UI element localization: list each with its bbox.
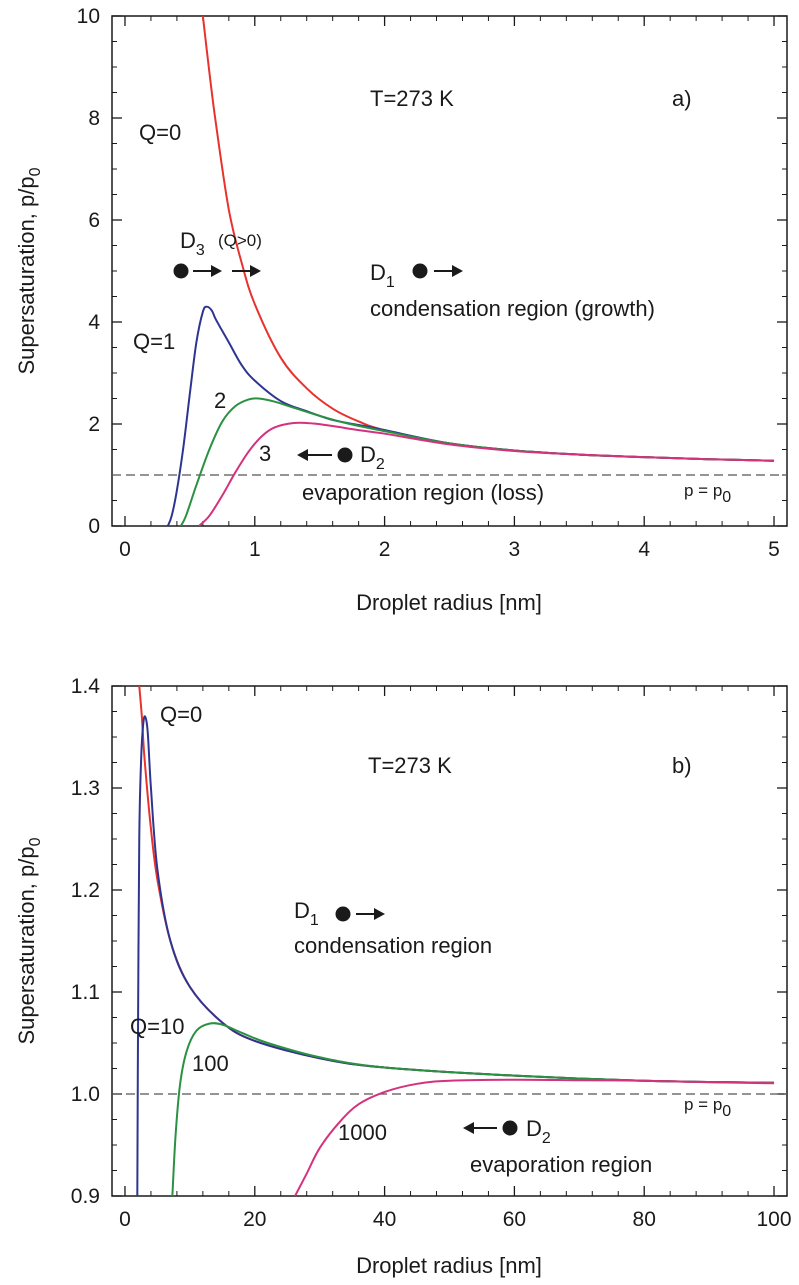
- panel-b-temperature: T=273 K: [368, 753, 452, 778]
- panel-b-d2-arrow: [463, 1122, 497, 1134]
- panel-a-temperature: T=273 K: [370, 86, 454, 111]
- panel-a-d2-label: D2: [360, 442, 385, 473]
- a-curve-0: [201, 16, 775, 462]
- panel-b-d1-arrow: [356, 908, 385, 920]
- panel-a-curves: [166, 16, 775, 526]
- a-y-tick-label-5: 10: [77, 5, 100, 28]
- panel-a-q1-label: Q=1: [133, 329, 175, 354]
- panel-a-d2-letter: D: [360, 442, 376, 467]
- panel-a-x-axis-label: Droplet radius [nm]: [356, 590, 542, 615]
- panel-a-d1-letter: D: [370, 260, 386, 285]
- panel-b-q10-label: Q=10: [130, 1014, 184, 1039]
- a-curve-3: [198, 421, 775, 526]
- panel-b-d1-sub: 1: [310, 912, 319, 929]
- panel-b-y-axis-label-main: Supersaturation, p/p: [14, 846, 39, 1044]
- panel-b-d2-label: D2: [526, 1116, 551, 1147]
- b-y-tick-label-4: 1.3: [71, 777, 100, 800]
- panel-a-d2-marker: [337, 447, 353, 463]
- panel-a-panel-label: a): [672, 86, 692, 111]
- a-y-tick-label-3: 6: [88, 209, 100, 232]
- panel-b-curves: [136, 686, 775, 1196]
- panel-b-q0-label: Q=0: [160, 702, 202, 727]
- b-x-tick-label-0: 0: [119, 1208, 131, 1231]
- panel-a-condensation-text: condensation region (growth): [370, 296, 655, 321]
- panel-b-d1-label: D1: [294, 898, 319, 929]
- panel-b-q100-label: 100: [192, 1051, 229, 1076]
- panel-a-d3-arrow-2: [232, 265, 261, 277]
- panel-b-d1-letter: D: [294, 898, 310, 923]
- panel-a-ticks: [112, 15, 787, 527]
- a-x-tick-label-0: 0: [119, 538, 131, 561]
- panel-b-q1000-label: 1000: [338, 1120, 387, 1145]
- b-x-tick-label-3: 60: [503, 1208, 526, 1231]
- panel-a-d3-note: (Q>0): [218, 231, 262, 250]
- panel-b-p-ref-sub: 0: [722, 1103, 731, 1120]
- panel-b-condensation-text: condensation region: [294, 933, 492, 958]
- panel-a-p-ref-label: p = p0: [684, 481, 731, 506]
- b-x-tick-label-4: 80: [633, 1208, 656, 1231]
- panel-b-p-ref-label: p = p0: [684, 1095, 731, 1120]
- panel-a-q0-label: Q=0: [139, 120, 181, 145]
- a-x-tick-label-4: 4: [638, 538, 650, 561]
- a-x-tick-label-2: 2: [379, 538, 391, 561]
- panel-b-x-axis-label: Droplet radius [nm]: [356, 1253, 542, 1278]
- panel-b-p-ref-main: p = p: [684, 1095, 722, 1114]
- a-y-tick-label-4: 8: [88, 107, 100, 130]
- panel-b-evaporation-text: evaporation region: [470, 1152, 652, 1177]
- panel-a-d2-sub: 2: [376, 456, 385, 473]
- panel-a-y-axis-label: Supersaturation, p/p0: [14, 167, 44, 374]
- panel-b-y-tick-labels: 0.9 1.0 1.1 1.2 1.3 1.4: [71, 675, 101, 1208]
- panel-a-d2-arrow: [297, 449, 332, 461]
- a-y-tick-label-2: 4: [88, 311, 100, 334]
- b-y-tick-label-5: 1.4: [71, 675, 101, 698]
- b-y-tick-label-1: 1.0: [71, 1083, 100, 1106]
- panel-a-y-axis-label-main: Supersaturation, p/p: [14, 176, 39, 374]
- b-x-tick-label-2: 40: [373, 1208, 396, 1231]
- panel-a-d3-arrow-1: [193, 265, 222, 277]
- panel-a-d3-label: D3: [180, 228, 205, 259]
- panel-a-y-axis-label-sub: 0: [27, 167, 44, 176]
- a-x-tick-label-3: 3: [509, 538, 521, 561]
- panel-b-y-axis-label-sub: 0: [27, 837, 44, 846]
- panel-a-d1-arrow: [434, 265, 463, 277]
- panel-a-y-tick-labels: 0 2 4 6 8 10: [77, 5, 101, 538]
- b-y-tick-label-2: 1.1: [71, 981, 100, 1004]
- panel-b-x-tick-labels: 0 20 40 60 80 100: [119, 1208, 791, 1231]
- b-curve-3: [294, 1078, 775, 1196]
- a-x-tick-label-5: 5: [768, 538, 780, 561]
- panel-b: 0 20 40 60 80 100 0.91.01.11.21.31.4 Droplet …: [14, 675, 792, 1278]
- b-curve-0: [138, 686, 775, 1084]
- a-x-tick-label-1: 1: [249, 538, 261, 561]
- panel-a-d3-marker: [173, 263, 189, 279]
- b-y-tick-label-3: 1.2: [71, 879, 100, 902]
- panel-a-d1-label: D1: [370, 260, 395, 291]
- b-x-tick-label-1: 20: [243, 1208, 266, 1231]
- panel-b-panel-label: b): [672, 753, 692, 778]
- b-y-tick-label-0: 0.9: [71, 1185, 100, 1208]
- panel-a-x-tick-labels: 0 1 2 3 4 5: [119, 538, 780, 561]
- panel-a-p-ref-sub: 0: [722, 489, 731, 506]
- panel-b-d2-sub: 2: [542, 1130, 551, 1147]
- a-y-tick-label-0: 0: [88, 515, 100, 538]
- panel-b-d2-marker: [502, 1120, 518, 1136]
- panel-a-q2-label: 2: [214, 388, 226, 413]
- panel-a-d3-letter: D: [180, 228, 196, 253]
- b-x-tick-label-5: 100: [756, 1208, 791, 1231]
- panel-b-y-axis-label: Supersaturation, p/p0: [14, 837, 44, 1044]
- panel-a-evaporation-text: evaporation region (loss): [302, 480, 544, 505]
- panel-a-q3-label: 3: [259, 441, 271, 466]
- panel-a-d1-sub: 1: [386, 274, 395, 291]
- panel-b-d1-marker: [335, 906, 351, 922]
- panel-a-d3-sub: 3: [196, 242, 205, 259]
- b-curve-2: [171, 1022, 775, 1196]
- panel-a-d1-marker: [412, 263, 428, 279]
- panel-a-p-ref-main: p = p: [684, 481, 722, 500]
- panel-b-d2-letter: D: [526, 1116, 542, 1141]
- a-y-tick-label-1: 2: [88, 413, 100, 436]
